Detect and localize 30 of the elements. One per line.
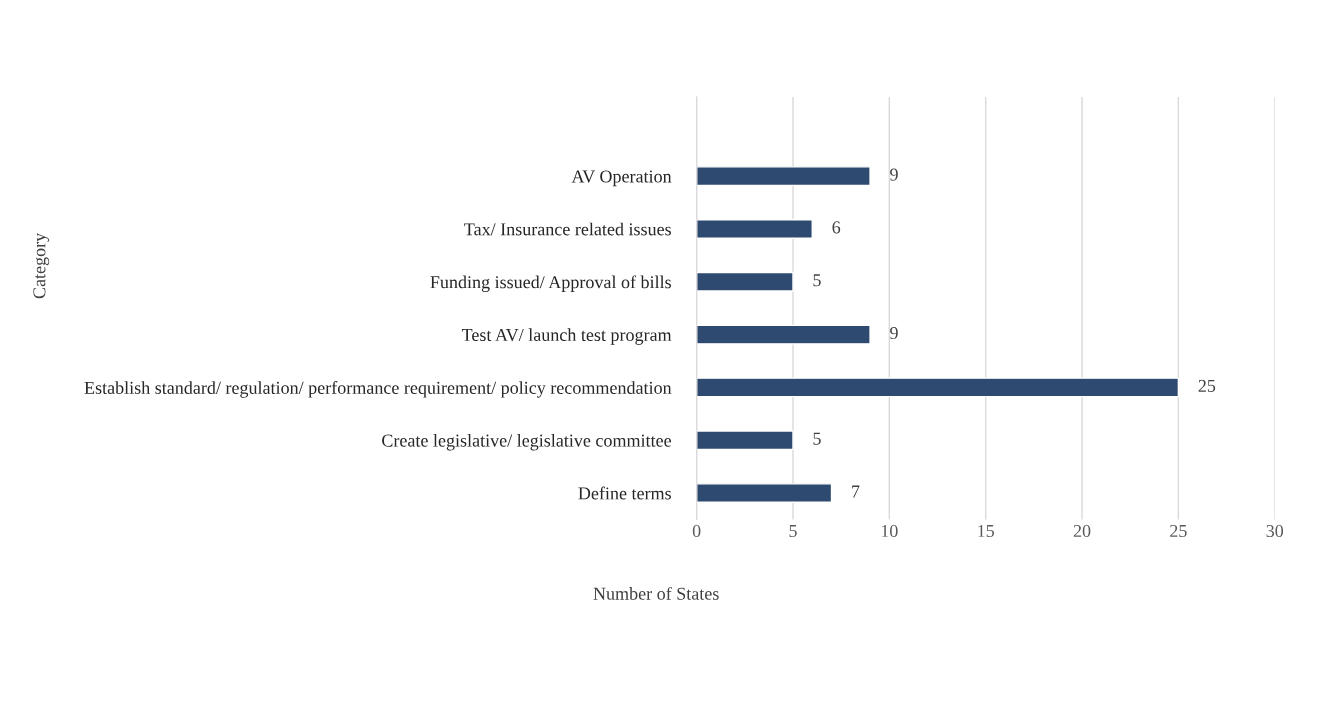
x-tick-label: 25 [1170,524,1187,538]
x-tick-label: 15 [978,524,994,538]
data-label: 25 [1198,379,1216,392]
y-tick-label: Test AV/ launch test program [461,328,672,345]
x-tick-label: 30 [1266,524,1284,538]
x-tick-label: 0 [692,524,701,538]
y-tick-label: AV Operation [571,170,672,187]
data-label: 5 [813,432,821,445]
y-tick-label: Create legislative/ legislative committee [382,433,671,451]
x-tick-label: 10 [881,524,898,538]
y-tick-label: Define terms [578,486,671,500]
bar [696,430,794,451]
bar [696,271,794,292]
y-tick-label: Tax/ Insurance related issues [464,222,671,236]
x-tick-label: 5 [789,525,797,538]
bar [696,166,871,187]
bar [696,219,813,239]
x-tick-label: 20 [1073,524,1091,538]
y-tick-label: Establish standard/ regulation/ performance requirement/ policy recommendation [84,381,672,398]
y-axis-title: Category [33,232,50,299]
bar [696,324,871,345]
bar [696,483,833,504]
y-tick-label: Funding issued/ Approval of bills [430,275,671,293]
data-label: 5 [813,274,821,287]
data-label: 9 [890,326,898,340]
data-label: 7 [852,485,860,498]
x-axis-title: Number of States [593,586,719,600]
bar [696,377,1180,398]
data-label: 9 [890,168,898,181]
data-label: 6 [832,221,841,234]
